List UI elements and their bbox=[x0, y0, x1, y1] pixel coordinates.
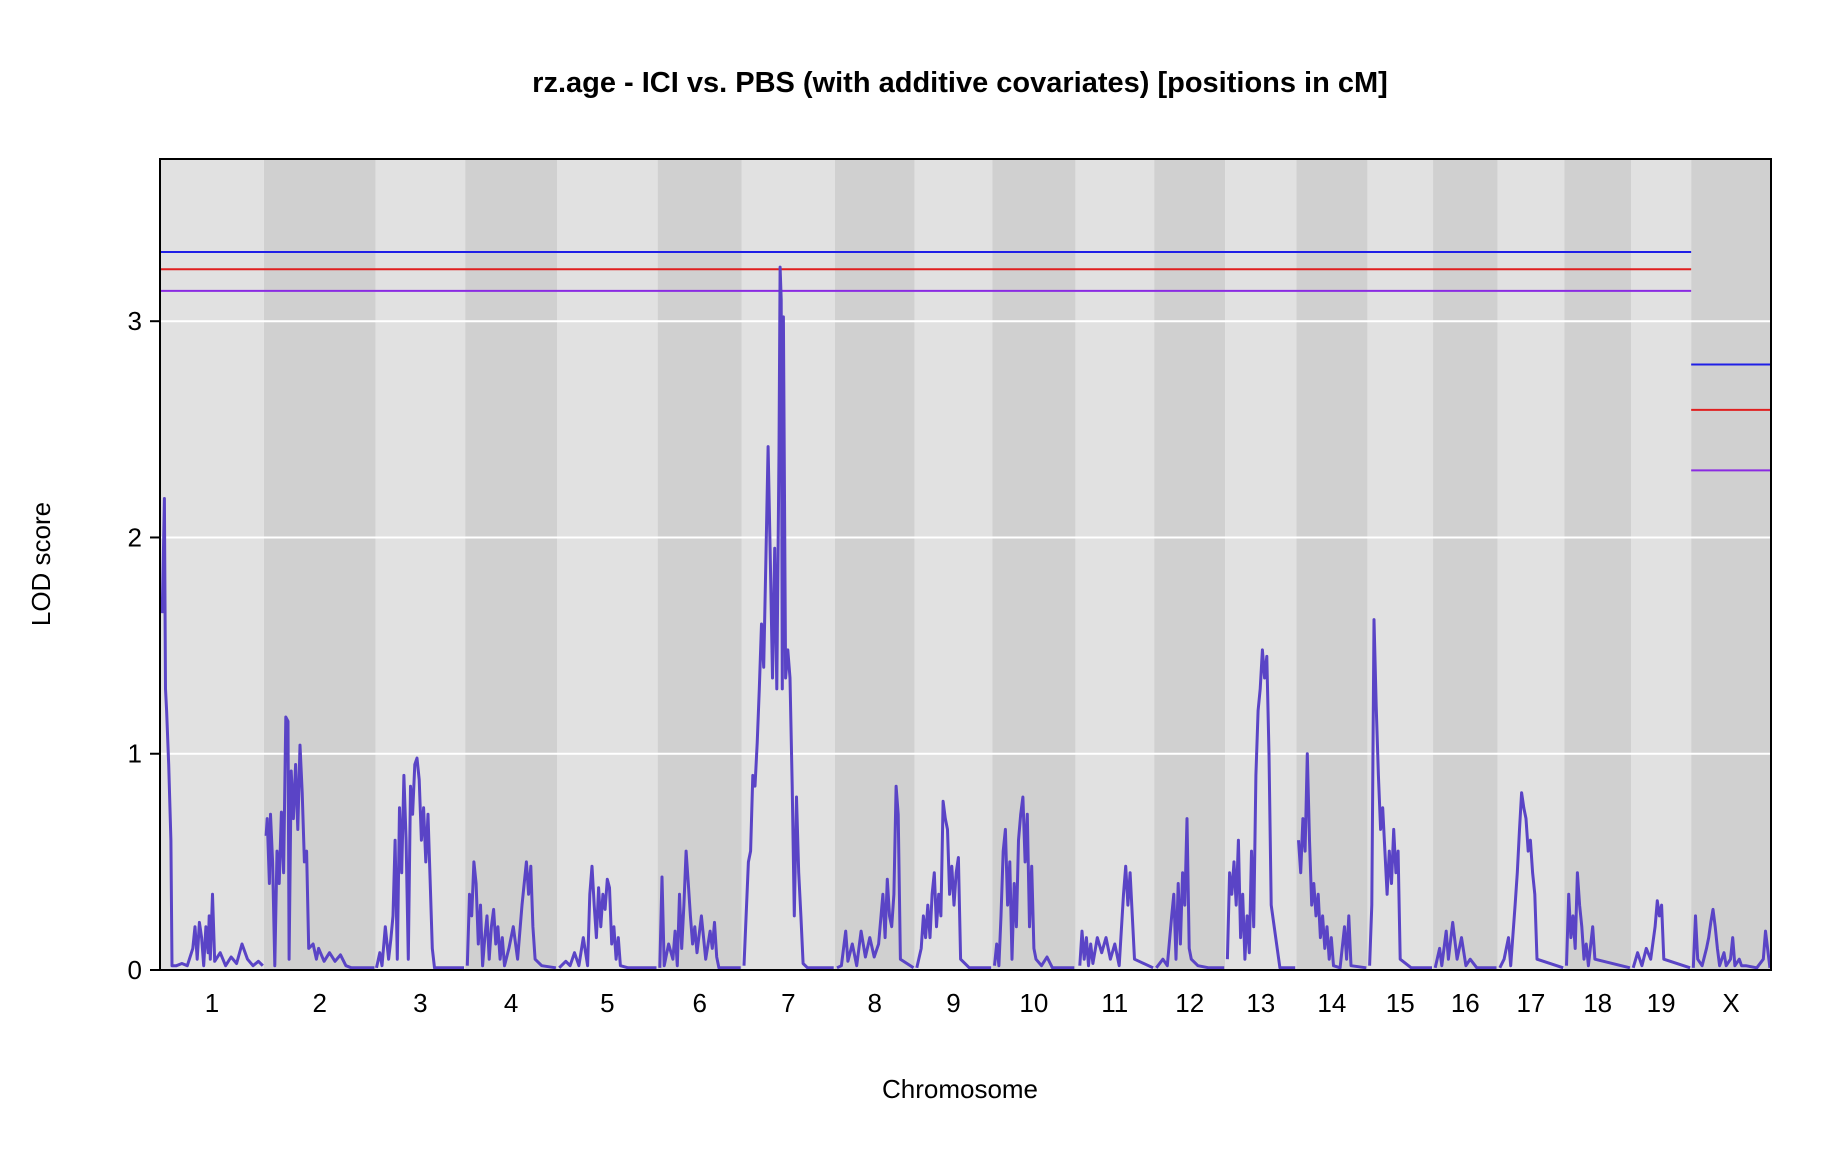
lod-curve-chr-2 bbox=[264, 715, 375, 970]
x-tick-label-10: 10 bbox=[1019, 988, 1048, 1018]
plot-frame bbox=[159, 158, 1772, 971]
y-axis-ticks: 0 1 2 3 bbox=[128, 306, 160, 985]
chromosome-panel-15 bbox=[1367, 159, 1434, 970]
x-axis-ticks: 1 2 3 4 5 6 7 8 9 10 11 12 13 14 15 16 17 18 19 X bbox=[205, 988, 1740, 1018]
lod-curve-chr-16 bbox=[1433, 920, 1497, 970]
x-tick-label-19: 19 bbox=[1647, 988, 1676, 1018]
chromosome-panel-14 bbox=[1296, 159, 1368, 970]
lod-curve-chr-18 bbox=[1565, 871, 1631, 970]
x-tick-label-3: 3 bbox=[413, 988, 427, 1018]
x-tick-label-9: 9 bbox=[946, 988, 960, 1018]
lod-curve-chr-15 bbox=[1368, 618, 1432, 970]
lod-curve-chr-11 bbox=[1078, 864, 1154, 970]
lod-curve-group bbox=[160, 265, 1772, 970]
chromosome-panel-X bbox=[1691, 159, 1771, 970]
chart-title: rz.age - ICI vs. PBS (with additive cova… bbox=[532, 67, 1388, 99]
chromosome-panel-18 bbox=[1564, 159, 1632, 970]
lod-curve-chr-14 bbox=[1297, 752, 1367, 970]
x-tick-label-5: 5 bbox=[600, 988, 614, 1018]
y-tick-label-3: 3 bbox=[128, 306, 142, 336]
lod-curve-chr-4 bbox=[465, 860, 557, 970]
y-tick-label-0: 0 bbox=[128, 955, 142, 985]
lod-curve-chr-8 bbox=[836, 784, 915, 970]
lod-curve-chr-12 bbox=[1155, 817, 1225, 970]
lod-curve-chr-19 bbox=[1631, 899, 1691, 970]
x-tick-label-7: 7 bbox=[781, 988, 795, 1018]
x-tick-label-4: 4 bbox=[504, 988, 518, 1018]
lod-curve-chr-7 bbox=[742, 265, 834, 970]
chromosome-panel-11 bbox=[1075, 159, 1155, 970]
chromosome-panel-16 bbox=[1433, 159, 1498, 970]
x-tick-label-12: 12 bbox=[1175, 988, 1204, 1018]
chromosome-panel-6 bbox=[657, 159, 742, 970]
x-tick-label-17: 17 bbox=[1516, 988, 1545, 1018]
x-tick-label-2: 2 bbox=[312, 988, 326, 1018]
x-tick-label-14: 14 bbox=[1317, 988, 1346, 1018]
chromosome-panel-8 bbox=[834, 159, 915, 970]
x-tick-label-16: 16 bbox=[1451, 988, 1480, 1018]
y-tick-label-1: 1 bbox=[128, 739, 142, 769]
x-tick-label-11: 11 bbox=[1101, 988, 1128, 1018]
chromosome-panel-17 bbox=[1497, 159, 1565, 970]
x-tick-label-15: 15 bbox=[1386, 988, 1415, 1018]
lod-curve-chr-9 bbox=[915, 799, 992, 970]
chromosome-panel-12 bbox=[1154, 159, 1226, 970]
lod-curve-chr-3 bbox=[375, 756, 464, 970]
lod-curve-chr-13 bbox=[1225, 648, 1296, 970]
x-axis-label: Chromosome bbox=[882, 1074, 1038, 1104]
chromosome-panel-7 bbox=[741, 159, 835, 970]
lod-curve-chr-6 bbox=[658, 849, 741, 970]
x-tick-label-1: 1 bbox=[205, 988, 219, 1018]
lod-curve-chr-5 bbox=[558, 864, 657, 970]
x-tick-label-X: X bbox=[1722, 988, 1739, 1018]
lod-curve-chr-10 bbox=[993, 795, 1075, 970]
chromosome-panel-19 bbox=[1631, 159, 1692, 970]
chromosome-panels bbox=[160, 159, 1771, 970]
chromosome-panel-3 bbox=[375, 159, 466, 970]
lod-curve-chr-X bbox=[1691, 907, 1772, 970]
x-tick-label-8: 8 bbox=[867, 988, 881, 1018]
y-tick-label-2: 2 bbox=[128, 522, 142, 552]
x-tick-label-13: 13 bbox=[1246, 988, 1275, 1018]
y-axis-label: LOD score bbox=[26, 502, 56, 626]
x-tick-label-18: 18 bbox=[1583, 988, 1612, 1018]
chromosome-panel-5 bbox=[557, 159, 658, 970]
lod-curve-chr-17 bbox=[1498, 791, 1564, 970]
x-tick-label-6: 6 bbox=[692, 988, 706, 1018]
chromosome-panel-9 bbox=[914, 159, 993, 970]
grid-lines bbox=[160, 320, 1771, 755]
threshold-lines bbox=[160, 250, 1771, 472]
chromosome-panel-13 bbox=[1225, 159, 1297, 970]
chromosome-panel-1 bbox=[160, 159, 264, 970]
chromosome-panel-4 bbox=[465, 159, 558, 970]
lod-curve-chr-1 bbox=[160, 497, 264, 968]
